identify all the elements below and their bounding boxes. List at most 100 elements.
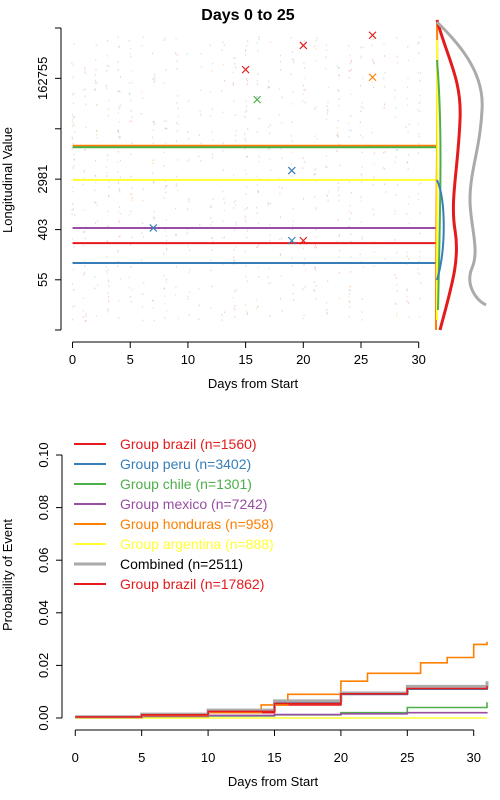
data-dot	[210, 205, 212, 207]
data-dot	[246, 207, 249, 209]
data-dot	[268, 267, 270, 270]
data-dot	[258, 117, 260, 120]
data-dot	[131, 81, 133, 84]
data-dot	[222, 169, 224, 171]
data-dot	[211, 153, 213, 156]
marker-brazil	[368, 31, 377, 40]
data-dot	[95, 129, 98, 132]
data-dot	[235, 221, 237, 224]
data-dot	[163, 120, 165, 122]
data-dot	[327, 199, 329, 202]
data-dot	[360, 57, 362, 59]
data-dot	[304, 101, 306, 104]
marker-brazil	[299, 41, 308, 50]
data-dot	[304, 77, 306, 80]
data-dot	[233, 207, 235, 209]
data-dot	[327, 109, 329, 112]
top-x-tick-label: 20	[296, 352, 310, 367]
data-dot	[372, 208, 374, 211]
data-dot	[337, 189, 339, 192]
data-dot	[200, 142, 202, 145]
data-dot	[106, 69, 108, 72]
data-dot	[154, 123, 156, 125]
data-dot	[396, 315, 398, 317]
data-dot	[142, 236, 144, 238]
data-dot	[129, 53, 131, 55]
data-dot	[211, 285, 213, 288]
data-dot	[177, 107, 179, 110]
data-dot	[83, 169, 85, 172]
data-dot	[257, 305, 259, 308]
data-dot	[73, 178, 75, 180]
data-dot	[247, 40, 249, 43]
data-dot	[408, 258, 410, 260]
data-dot	[407, 46, 409, 48]
data-dot	[267, 276, 269, 278]
bottom-x-tick-label: 0	[72, 750, 79, 765]
data-dot	[222, 111, 224, 114]
data-dot	[94, 287, 96, 290]
data-dot	[350, 115, 352, 117]
data-dot	[290, 175, 293, 178]
data-dot	[419, 297, 421, 300]
data-dot	[82, 183, 84, 186]
data-dot	[74, 131, 76, 133]
data-dot	[303, 183, 305, 185]
data-dot	[247, 128, 249, 130]
data-dot	[418, 260, 420, 262]
data-dot	[84, 271, 86, 274]
data-dot	[245, 275, 247, 278]
data-dot	[244, 50, 246, 52]
density-curves	[435, 19, 487, 331]
data-dot	[245, 193, 247, 195]
data-dot	[94, 82, 96, 84]
data-dot	[419, 94, 421, 97]
data-dot	[348, 316, 350, 318]
data-dot	[373, 86, 375, 89]
data-dot	[177, 115, 179, 118]
data-dot	[420, 72, 422, 74]
data-dot	[268, 282, 270, 285]
data-dot	[255, 307, 258, 309]
data-dot	[118, 188, 120, 190]
data-dot	[108, 281, 110, 283]
data-dot	[291, 121, 293, 123]
top-x-tick-label: 30	[411, 352, 425, 367]
data-dot	[188, 99, 190, 102]
data-dot	[177, 317, 179, 320]
data-dot	[175, 183, 178, 185]
data-dot	[371, 81, 373, 83]
data-dot	[269, 224, 271, 226]
data-dot	[232, 296, 234, 299]
data-dot	[106, 240, 108, 242]
data-dot	[166, 127, 168, 130]
data-dot	[142, 293, 144, 295]
data-dot	[152, 162, 154, 165]
data-dot	[72, 64, 75, 66]
data-dot	[348, 296, 350, 298]
data-dot	[291, 51, 294, 53]
data-dot	[72, 186, 74, 189]
data-dot	[166, 184, 168, 187]
data-dot	[350, 212, 353, 215]
data-dot	[408, 123, 410, 126]
data-dot	[95, 59, 97, 61]
data-dot	[417, 272, 419, 274]
data-dot	[153, 76, 155, 79]
data-dot	[152, 299, 154, 302]
data-dot	[360, 196, 362, 198]
data-dot	[292, 292, 294, 295]
data-dot	[408, 222, 410, 225]
data-dot	[140, 259, 143, 262]
data-dot	[408, 195, 410, 198]
top-x-tick-label: 15	[238, 352, 252, 367]
data-dot	[71, 62, 73, 65]
data-dot	[106, 159, 108, 161]
data-dot	[119, 76, 122, 78]
data-dot	[315, 48, 317, 50]
data-dot	[165, 219, 167, 222]
marker-honduras	[368, 73, 377, 82]
data-dot	[279, 216, 281, 218]
data-dot	[177, 159, 179, 161]
legend-label: Group peru (n=3402)	[120, 456, 251, 472]
